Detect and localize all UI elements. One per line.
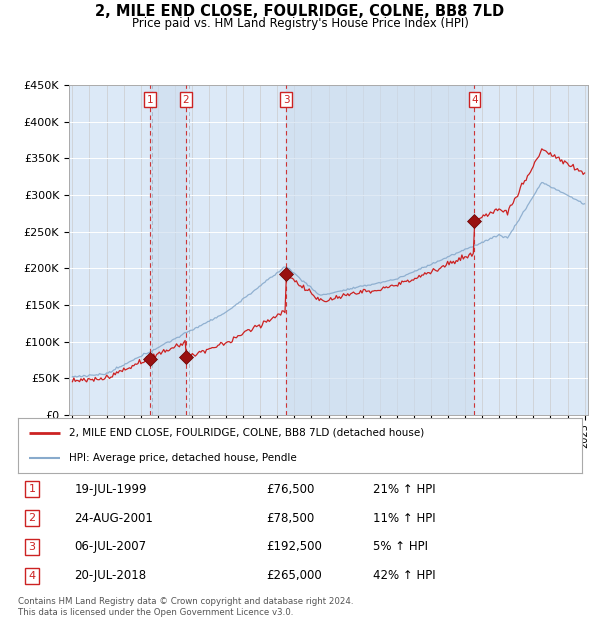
Text: 3: 3 [29,542,35,552]
Text: £78,500: £78,500 [266,512,314,525]
Text: 19-JUL-1999: 19-JUL-1999 [74,483,147,496]
Text: Price paid vs. HM Land Registry's House Price Index (HPI): Price paid vs. HM Land Registry's House … [131,17,469,30]
Text: £76,500: £76,500 [266,483,314,496]
Text: 3: 3 [283,95,289,105]
Text: 42% ↑ HPI: 42% ↑ HPI [373,569,436,582]
Bar [286,85,475,415]
Text: 24-AUG-2001: 24-AUG-2001 [74,512,153,525]
Bar [150,85,186,415]
Text: 2, MILE END CLOSE, FOULRIDGE, COLNE, BB8 7LD: 2, MILE END CLOSE, FOULRIDGE, COLNE, BB8… [95,4,505,19]
Text: 11% ↑ HPI: 11% ↑ HPI [373,512,436,525]
Text: 06-JUL-2007: 06-JUL-2007 [74,541,146,554]
Text: 2: 2 [29,513,35,523]
Text: Contains HM Land Registry data © Crown copyright and database right 2024.
This d: Contains HM Land Registry data © Crown c… [18,598,353,617]
Text: £192,500: £192,500 [266,541,322,554]
Text: 2, MILE END CLOSE, FOULRIDGE, COLNE, BB8 7LD (detached house): 2, MILE END CLOSE, FOULRIDGE, COLNE, BB8… [69,428,424,438]
Text: 1: 1 [146,95,153,105]
Text: 20-JUL-2018: 20-JUL-2018 [74,569,146,582]
Text: 21% ↑ HPI: 21% ↑ HPI [373,483,436,496]
Text: 4: 4 [29,570,35,580]
Text: 2: 2 [182,95,189,105]
Text: 1: 1 [29,484,35,494]
Text: HPI: Average price, detached house, Pendle: HPI: Average price, detached house, Pend… [69,453,296,463]
Text: 4: 4 [471,95,478,105]
Text: £265,000: £265,000 [266,569,322,582]
Text: 5% ↑ HPI: 5% ↑ HPI [373,541,428,554]
